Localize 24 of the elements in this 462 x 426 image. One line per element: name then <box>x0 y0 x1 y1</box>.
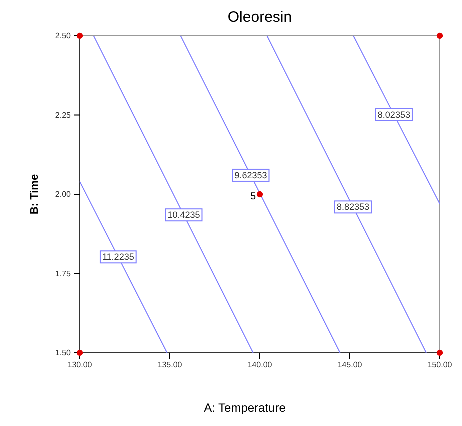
y-tick-label: 2.00 <box>55 190 72 200</box>
x-tick-label: 150.00 <box>428 360 453 370</box>
y-tick-label: 2.25 <box>55 110 72 120</box>
annotation: 5 <box>250 192 256 202</box>
point <box>436 350 444 356</box>
series-label: 8.82353 <box>336 202 370 212</box>
x-tick-label: 140.00 <box>248 360 273 370</box>
point <box>76 32 84 40</box>
x-tick-label: 130.00 <box>68 360 93 370</box>
y-tick-label: 2.50 <box>55 32 72 41</box>
x-axis-title: A: Temperature <box>204 401 286 415</box>
x-tick-label: 145.00 <box>338 360 363 370</box>
x-tick-label: 135.00 <box>158 360 183 370</box>
chart-title: Oleoresin <box>228 9 292 26</box>
point <box>256 191 264 198</box>
y-axis-title: B: Time <box>29 174 41 215</box>
series-label: 11.2235 <box>102 252 134 262</box>
series-label: 9.62353 <box>234 170 268 180</box>
y-tick-label: 1.75 <box>55 269 72 278</box>
series-label: 8.02353 <box>378 110 410 120</box>
point <box>76 350 84 356</box>
point <box>436 32 444 40</box>
series-label: 10.4235 <box>168 210 200 220</box>
y-tick-label: 1.50 <box>55 348 72 358</box>
